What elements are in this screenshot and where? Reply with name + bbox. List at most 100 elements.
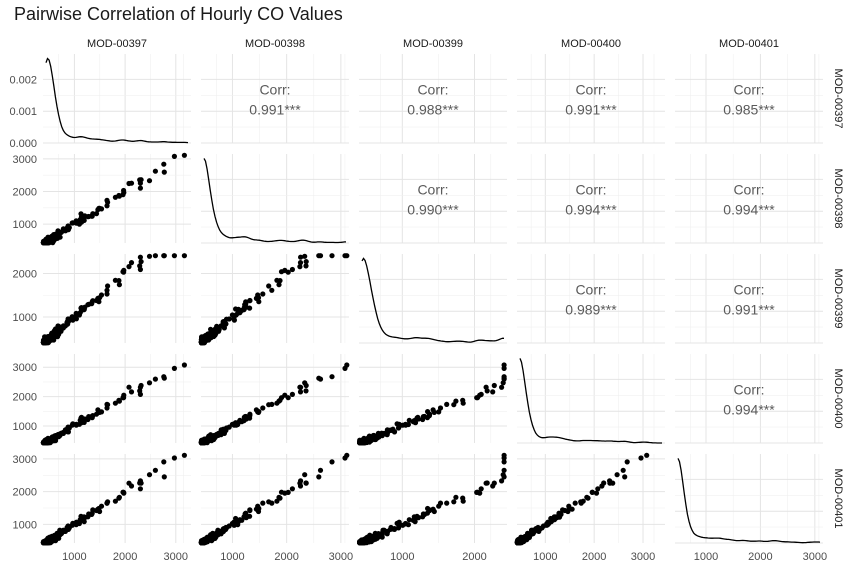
scatter-point (491, 480, 497, 486)
scatter-point (73, 218, 79, 224)
scatter-point (104, 203, 110, 209)
scatter-point (501, 459, 507, 465)
corr-value: 0.994*** (565, 202, 617, 218)
scatter-point (548, 519, 554, 525)
corr-value: 0.989*** (565, 302, 617, 318)
corr-label: Corr: (417, 182, 448, 198)
density-curve-MOD-00401 (677, 458, 821, 544)
scatter-point (48, 437, 54, 443)
scatter-point (171, 455, 177, 461)
scatter-point (274, 498, 280, 504)
scatter-point (260, 500, 266, 506)
scatter-point (545, 522, 551, 528)
scatter-point (120, 269, 126, 275)
scatter-point (357, 540, 363, 546)
scatter-point (161, 374, 167, 380)
scatter-point (620, 467, 626, 473)
scatter-point (235, 519, 242, 525)
scatter-point (223, 316, 230, 322)
scatter-point (235, 310, 241, 316)
scatter-point (243, 299, 249, 305)
scatter-point (302, 253, 308, 259)
scatter-point (420, 511, 426, 517)
scatter-point (375, 531, 381, 537)
scatter-point (569, 506, 575, 512)
scatter-panel-MOD-00399-vs-MOD-00397 (40, 253, 187, 346)
scatter-point (220, 429, 226, 435)
x-tick-label: 1000 (390, 551, 414, 563)
scatter-point (395, 525, 402, 531)
scatter-point (274, 277, 280, 283)
scatter-point (171, 253, 177, 259)
corr-label: Corr: (733, 82, 764, 98)
scatter-point (474, 395, 481, 401)
scatter-point (385, 429, 391, 435)
scatter-point (116, 494, 122, 500)
scatter-point (241, 414, 247, 420)
scatter-point (116, 282, 122, 288)
scatter-point (266, 499, 272, 505)
scatter-point (181, 452, 187, 458)
scatter-point (247, 513, 253, 519)
scatter-point (201, 335, 207, 341)
scatter-point (372, 534, 378, 540)
scatter-point (161, 474, 167, 480)
x-tick-label: 1000 (533, 551, 557, 563)
scatter-point (342, 455, 348, 461)
scatter-point (161, 169, 167, 175)
scatter-point (491, 382, 497, 389)
scatter-point (105, 283, 111, 289)
scatter-point (436, 409, 442, 415)
scatter-point (424, 510, 430, 516)
scatter-point (43, 238, 49, 244)
scatter-point (490, 389, 496, 395)
scatter-point (329, 374, 335, 380)
scatter-point (572, 500, 578, 506)
x-tick-label: 3000 (803, 551, 827, 563)
scatter-point (412, 419, 418, 425)
scatter-point (501, 376, 507, 382)
scatter-point (137, 478, 143, 484)
scatter-point (126, 480, 132, 486)
scatter-point (394, 421, 400, 427)
scatter-point (209, 435, 215, 441)
strip-label-row-MOD-00400: MOD-00400 (832, 369, 844, 429)
scatter-point (269, 287, 275, 293)
scatter-point (128, 389, 135, 395)
scatter-point (78, 305, 84, 311)
y-tick-label: 2000 (13, 392, 37, 404)
scatter-panel-MOD-00399-vs-MOD-00398 (198, 253, 350, 346)
scatter-point (375, 430, 381, 436)
scatter-point (181, 253, 187, 259)
scatter-point (89, 213, 95, 219)
scatter-panel-MOD-00398-vs-MOD-00397 (40, 152, 187, 246)
corr-value: 0.988*** (407, 102, 459, 118)
corr-label: Corr: (733, 182, 764, 198)
x-tick-label: 2000 (462, 551, 486, 563)
x-tick-label: 1000 (62, 551, 86, 563)
scatter-point (66, 316, 72, 322)
scatter-point (146, 178, 153, 184)
scatter-point (406, 517, 412, 523)
scatter-point (453, 398, 459, 404)
scatter-point (104, 287, 110, 293)
scatter-point (638, 455, 644, 461)
scatter-point (48, 536, 54, 543)
scatter-point (137, 391, 143, 397)
scatter-point (566, 503, 572, 509)
corr-label: Corr: (575, 282, 606, 298)
scatter-point (298, 384, 304, 390)
scatter-point (78, 415, 84, 421)
scatter-point (137, 185, 143, 191)
corr-value: 0.990*** (407, 202, 459, 218)
scatter-point (535, 526, 542, 533)
scatter-point (73, 421, 79, 428)
y-tick-label: 1000 (13, 421, 37, 433)
x-tick-label: 2000 (748, 551, 772, 563)
strip-label-row-MOD-00398: MOD-00398 (832, 169, 844, 229)
scatter-point (317, 467, 324, 473)
scatter-panel-MOD-00401-vs-MOD-00398 (198, 452, 350, 546)
scatter-point (560, 507, 566, 513)
scatter-point (171, 365, 177, 371)
y-tick-label: 3000 (13, 154, 37, 166)
